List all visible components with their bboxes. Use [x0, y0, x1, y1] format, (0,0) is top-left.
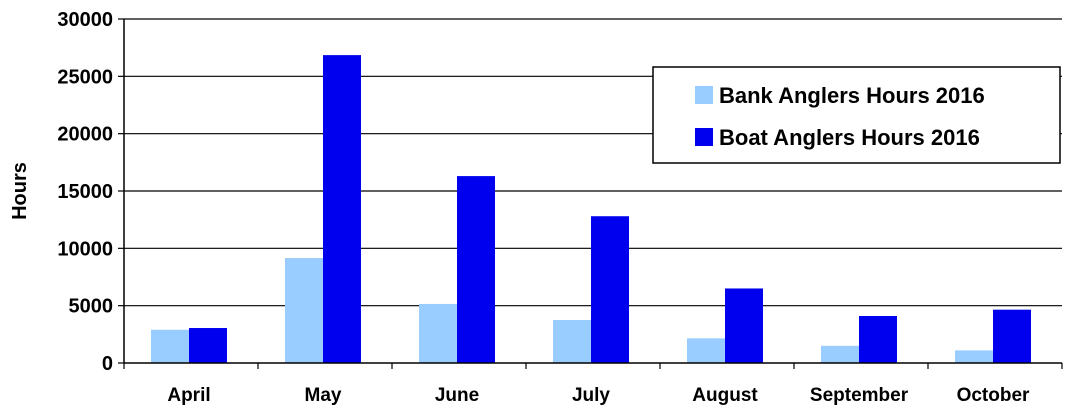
bar-bank-may: [285, 258, 323, 363]
axes: [118, 18, 1063, 369]
bar-boat-june: [457, 176, 495, 363]
bar-boat-may: [323, 55, 361, 364]
bar-bank-june: [419, 303, 457, 363]
y-tick-label: 10000: [57, 238, 113, 260]
y-tick-label: 20000: [57, 124, 113, 146]
bar-bank-august: [687, 338, 725, 363]
x-tick-label: August: [692, 385, 758, 406]
x-tick-labels: April May June July August September October: [167, 385, 1030, 406]
y-tick-label: 25000: [57, 66, 113, 88]
y-tick-labels: 0 5000 10000 15000 20000 25000 30000: [57, 9, 113, 375]
x-tick-label: May: [305, 385, 342, 406]
legend: Bank Anglers Hours 2016 Boat Anglers Hour…: [652, 66, 1061, 164]
legend-label-bank: Bank Anglers Hours 2016: [719, 83, 985, 108]
grid-lines: [124, 18, 1062, 307]
x-tick-label: October: [957, 385, 1030, 406]
y-tick-label: 5000: [69, 296, 114, 318]
x-tick-label: July: [572, 385, 610, 406]
y-axis-label: Hours: [9, 162, 31, 220]
bar-bank-july: [553, 320, 591, 363]
y-tick-label: 15000: [57, 181, 113, 203]
legend-swatch-boat: [695, 128, 713, 146]
legend-box: [652, 66, 1061, 164]
bar-bank-october: [955, 350, 993, 363]
bar-bank-april: [151, 329, 189, 363]
bar-boat-october: [993, 309, 1031, 363]
y-tick-label: 30000: [57, 9, 113, 31]
bar-boat-august: [725, 288, 763, 363]
bar-boat-july: [591, 216, 629, 363]
bars-group: [151, 55, 1031, 364]
x-tick-label: September: [810, 385, 909, 406]
legend-swatch-bank: [695, 86, 713, 104]
legend-label-boat: Boat Anglers Hours 2016: [719, 125, 980, 150]
bar-bank-september: [821, 345, 859, 363]
bar-boat-september: [859, 315, 897, 363]
x-tick-label: April: [167, 385, 210, 406]
y-tick-label: 0: [102, 353, 113, 375]
x-tick-label: June: [435, 385, 479, 406]
bar-boat-april: [189, 328, 227, 363]
